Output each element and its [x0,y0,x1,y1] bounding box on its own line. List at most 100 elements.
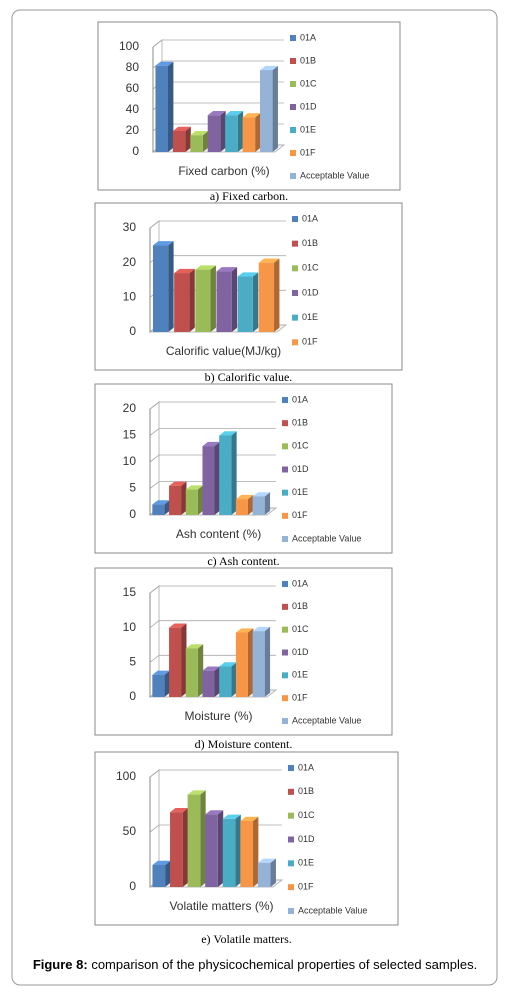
legend-swatch [288,908,294,914]
legend-swatch [288,860,294,867]
chart-frame [94,383,393,554]
bar-top [170,808,189,813]
y-tick-label: 10 [123,620,137,634]
bar-top [222,814,241,819]
bar-top [152,500,170,505]
bar [235,632,248,697]
bar-side [247,494,254,515]
bar-top [207,111,226,116]
bar-top [187,790,206,795]
bar [170,812,183,887]
grid-line [149,620,276,628]
x-axis-label: Fixed carbon (%) [178,164,269,178]
legend-label: 01A [292,394,308,404]
legend-swatch [282,397,288,403]
bar [169,627,182,697]
bar-top [169,481,187,486]
grid-line [149,454,276,463]
bar-side [231,267,238,332]
bar [185,648,198,697]
bar [205,814,218,887]
figure-label: Figure 8: [33,957,88,972]
legend-label: 01E [298,858,314,868]
bar-top [202,666,220,671]
legend-label: 01D [302,287,319,297]
grid-line [149,769,282,778]
chart-frame [97,21,401,191]
y-tick-label: 80 [126,60,140,74]
legend-swatch [288,788,294,795]
legend-swatch [282,443,288,450]
legend-swatch [290,104,296,110]
bar-top [260,65,278,71]
legend-swatch [290,81,296,87]
y-tick-label: 100 [116,769,136,783]
bar [152,865,166,887]
x-axis-label: Ash content (%) [176,527,261,541]
bar-side [270,858,276,887]
y-tick-label: 20 [123,255,137,269]
bar [172,131,186,152]
legend-swatch [290,35,296,41]
bar-side [214,441,220,515]
legend-label: 01D [298,834,315,844]
bar-top [237,272,259,277]
bar-top [225,111,244,116]
bar-side [202,131,209,152]
legend-swatch [292,289,298,296]
legend-swatch [282,420,288,427]
bar-side [274,258,280,332]
legend-label: 01C [298,810,315,820]
bar-top [152,670,170,675]
bar [260,70,273,152]
legend-swatch [288,812,294,819]
bar-top [240,816,259,821]
bar-side [189,268,195,332]
bar [225,115,238,152]
grid-line [149,585,276,594]
y-tick-label: 0 [129,689,136,703]
bar-side [255,113,261,152]
bar-top [252,492,271,497]
bar-side [252,272,259,332]
bar-side [168,241,174,332]
y-tick-label: 0 [129,879,136,893]
legend-swatch [282,581,288,587]
legend-label: 01F [300,147,316,157]
bar-side [181,481,187,515]
bar-side [231,431,237,515]
legend-swatch [288,884,294,891]
legend-label: 01C [300,78,317,88]
bar [257,862,271,887]
legend-label: 01C [302,263,319,273]
legend-label: 01A [292,578,308,588]
bar-side [164,500,170,515]
bar [258,262,275,332]
bar-top [190,131,209,136]
y-tick-label: 15 [123,585,137,599]
bar-side [197,644,204,697]
legend-label: 01E [302,312,318,322]
bar-top [242,113,261,118]
legend-label: Acceptable Value [292,715,361,725]
bar-top [252,626,271,632]
bar [195,269,211,332]
legend-swatch [292,240,298,247]
legend-swatch [292,265,298,272]
y-tick-label: 60 [126,81,140,95]
bar-top [219,662,237,667]
bar [242,117,256,152]
bar-side [165,860,171,887]
bar [152,504,165,515]
bar [202,670,215,697]
bar-top [152,241,174,246]
bar-top [174,268,195,274]
legend-swatch [292,339,298,346]
legend-label: 01B [292,418,308,428]
chart-caption: c) Ash content. [207,554,279,568]
bar [155,65,168,152]
y-tick-label: 5 [129,655,136,669]
legend-label: 01F [292,510,308,520]
legend-label: Acceptable Value [298,905,367,915]
bar [152,245,169,332]
